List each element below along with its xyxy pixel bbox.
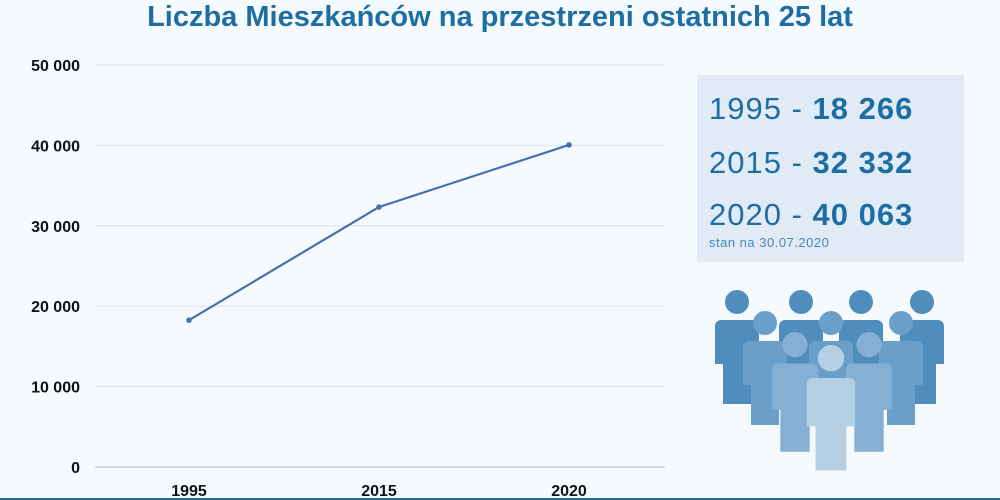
stat-year: 2020: [709, 197, 782, 232]
stat-value: 18 266: [812, 91, 914, 126]
stat-sep: -: [781, 145, 813, 180]
series-line: [188, 143, 570, 322]
bottom-border: [0, 498, 1000, 500]
person-icon: [771, 332, 819, 452]
people-group-icon: [715, 290, 944, 471]
stat-sep: -: [781, 197, 813, 232]
data-point: [186, 317, 192, 323]
chart-title: Liczba Mieszkańców na przestrzeni ostatn…: [147, 1, 853, 33]
x-tick-label: 1995: [171, 483, 207, 500]
y-tick-label: 20 000: [31, 299, 80, 316]
y-tick-label: 30 000: [31, 219, 80, 236]
stat-year: 1995: [709, 91, 782, 126]
person-icon: [845, 332, 893, 452]
y-tick-label: 40 000: [31, 138, 80, 155]
y-tick-label: 0: [71, 460, 80, 477]
y-tick-label: 10 000: [31, 380, 80, 397]
stat-row-1995: 1995 - 18 266: [709, 91, 913, 127]
stat-year: 2015: [709, 145, 782, 180]
stats-box: 1995 - 18 266 2015 - 32 332 2020 - 40 06…: [697, 75, 964, 262]
stat-sep: -: [781, 91, 813, 126]
data-point: [566, 142, 572, 148]
date-note: stan na 30.07.2020: [709, 235, 830, 250]
x-tick-label: 2015: [361, 483, 397, 500]
y-tick-label: 50 000: [31, 58, 80, 75]
stat-value: 40 063: [812, 197, 914, 232]
data-point: [376, 204, 382, 210]
stat-value: 32 332: [812, 145, 914, 180]
stat-row-2020: 2020 - 40 063: [709, 197, 913, 233]
x-tick-label: 2020: [551, 483, 587, 500]
person-icon: [806, 345, 856, 471]
stat-row-2015: 2015 - 32 332: [709, 145, 913, 181]
